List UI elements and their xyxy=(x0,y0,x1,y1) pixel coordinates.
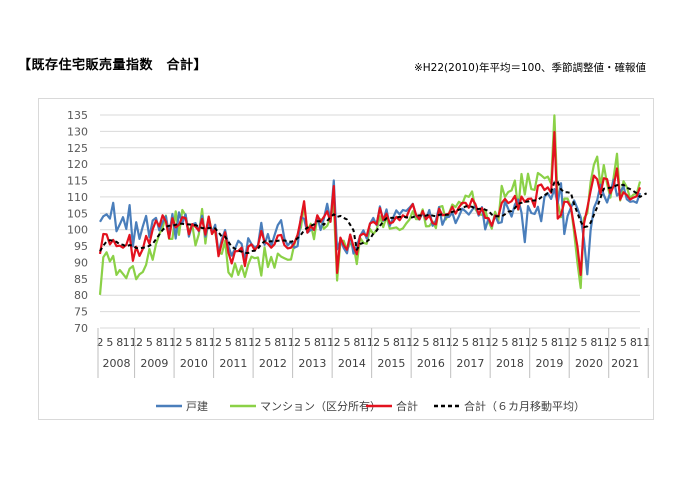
x-tick-label: 2 xyxy=(413,336,420,349)
y-tick-label: 125 xyxy=(67,142,88,155)
x-tick-label: 2 xyxy=(136,336,143,349)
y-tick-labels: 70 75 80 85 90 95 100 105 110 115 120 125 130 135 xyxy=(67,109,88,335)
legend-label: 合計（６カ月移動平均） xyxy=(464,399,585,413)
x-tick-label: 11 xyxy=(399,336,413,349)
y-tick-label: 105 xyxy=(67,207,88,220)
x-tick-label: 8 xyxy=(472,336,479,349)
x-year-label: 2014 xyxy=(338,357,366,370)
x-tick-label: 5 xyxy=(541,336,548,349)
y-tick-label: 90 xyxy=(74,256,88,269)
y-tick-label: 120 xyxy=(67,158,88,171)
x-tick-label: 11 xyxy=(360,336,374,349)
x-tick-label: 8 xyxy=(393,336,400,349)
x-tick-label: 11 xyxy=(597,336,611,349)
x-tick-label: 2 xyxy=(452,336,459,349)
series-lines xyxy=(98,114,648,295)
x-tick-label: 8 xyxy=(432,336,439,349)
x-tick-label: 5 xyxy=(146,336,153,349)
x-tick-label: 2 xyxy=(373,336,380,349)
x-tick-label: 2 xyxy=(571,336,578,349)
x-tick-label: 11 xyxy=(636,336,650,349)
x-tick-label: 5 xyxy=(422,336,429,349)
x-tick-label: 2 xyxy=(97,336,104,349)
x-tick-label: 8 xyxy=(551,336,558,349)
x-tick-label: 11 xyxy=(162,336,176,349)
x-tick-label: 2 xyxy=(334,336,341,349)
series-line-2 xyxy=(98,130,642,276)
x-tick-label: 2 xyxy=(215,336,222,349)
series-line-3 xyxy=(99,180,648,254)
x-tick-label: 11 xyxy=(281,336,295,349)
x-tick-label: 11 xyxy=(557,336,571,349)
x-year-label: 2015 xyxy=(377,357,405,370)
x-year-label: 2021 xyxy=(611,357,639,370)
y-tick-label: 75 xyxy=(74,306,88,319)
x-tick-label: 5 xyxy=(502,336,509,349)
x-tick-label: 5 xyxy=(581,336,588,349)
legend: 戸建 マンション（区分所有） 合計 合計（６カ月移動平均） xyxy=(156,399,585,413)
x-tick-label: 11 xyxy=(478,336,492,349)
legend-label: マンション（区分所有） xyxy=(260,399,381,413)
series-line-1 xyxy=(98,114,642,295)
x-tick-label: 2 xyxy=(492,336,499,349)
y-tick-label: 135 xyxy=(67,109,88,122)
x-year-label: 2013 xyxy=(298,357,326,370)
x-tick-label: 11 xyxy=(123,336,137,349)
x-tick-label: 5 xyxy=(106,336,113,349)
x-tick-label: 11 xyxy=(439,336,453,349)
legend-label: 戸建 xyxy=(186,399,208,413)
x-tick-label: 5 xyxy=(620,336,627,349)
x-year-label: 2020 xyxy=(575,357,603,370)
y-tick-label: 80 xyxy=(74,289,88,302)
x-tick-label: 8 xyxy=(590,336,597,349)
x-tick-label: 5 xyxy=(462,336,469,349)
x-tick-label: 8 xyxy=(195,336,202,349)
x-year-label: 2018 xyxy=(496,357,524,370)
x-tick-label: 2 xyxy=(255,336,262,349)
x-year-label: 2019 xyxy=(535,357,563,370)
x-tick-label: 8 xyxy=(274,336,281,349)
x-tick-label: 11 xyxy=(320,336,334,349)
x-tick-label: 5 xyxy=(264,336,271,349)
y-tick-label: 100 xyxy=(67,224,88,237)
x-tick-label: 2 xyxy=(531,336,538,349)
x-tick-label: 8 xyxy=(116,336,123,349)
x-tick-label: 8 xyxy=(314,336,321,349)
x-year-label: 2010 xyxy=(180,357,208,370)
x-tick-label: 8 xyxy=(353,336,360,349)
x-year-label: 2008 xyxy=(102,357,130,370)
y-tick-label: 85 xyxy=(74,273,88,286)
y-tick-label: 130 xyxy=(67,125,88,138)
x-tick-label: 5 xyxy=(225,336,232,349)
chart-title: 【既存住宅販売量指数 合計】 xyxy=(18,58,208,73)
x-year-label: 2016 xyxy=(417,357,445,370)
x-tick-label: 5 xyxy=(383,336,390,349)
legend-label: 合計 xyxy=(396,399,418,413)
chart-note: ※H22(2010)年平均＝100、季節調整値・確報値 xyxy=(413,62,646,74)
y-tick-label: 115 xyxy=(67,175,88,188)
x-year-label: 2017 xyxy=(456,357,484,370)
x-tick-label: 11 xyxy=(518,336,532,349)
x-year-label: 2012 xyxy=(259,357,287,370)
x-tick-label: 8 xyxy=(630,336,637,349)
x-tick-label: 2 xyxy=(610,336,617,349)
x-tick-label: 2 xyxy=(176,336,183,349)
chart-frame xyxy=(38,98,654,420)
x-tick-label: 5 xyxy=(343,336,350,349)
x-year-label: 2011 xyxy=(219,357,247,370)
x-tick-label: 11 xyxy=(241,336,255,349)
x-tick-label: 11 xyxy=(202,336,216,349)
y-tick-label: 95 xyxy=(74,240,88,253)
x-axis: 2 5 8 11 2 5 8 11 2 5 8 11 2 5 8 11 2 5 8 11 2 5 8 11 2 5 8 11 2 5 8 11… xyxy=(97,328,650,378)
x-year-label: 2009 xyxy=(140,357,168,370)
x-tick-label: 2 xyxy=(294,336,301,349)
x-tick-label: 8 xyxy=(511,336,518,349)
x-tick-label: 5 xyxy=(185,336,192,349)
x-tick-label: 5 xyxy=(304,336,311,349)
y-tick-label: 110 xyxy=(67,191,88,204)
x-tick-label: 8 xyxy=(156,336,163,349)
x-tick-label: 8 xyxy=(235,336,242,349)
y-tick-label: 70 xyxy=(74,322,88,335)
